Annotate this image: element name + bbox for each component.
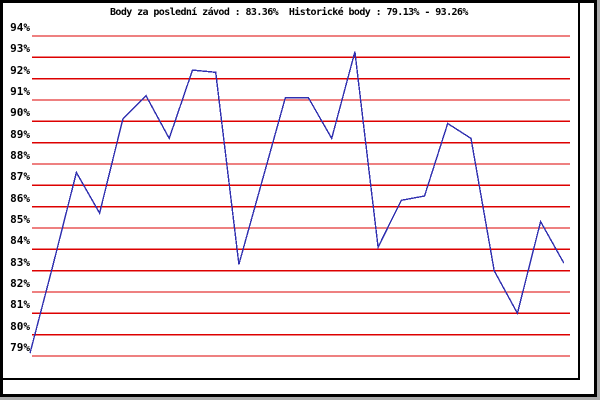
- y-axis-tick-label: 81%: [10, 298, 30, 312]
- y-axis-tick-label: 85%: [10, 212, 30, 226]
- y-axis-tick-label: 94%: [10, 21, 30, 34]
- y-axis-tick-label: 83%: [10, 255, 30, 269]
- y-axis-tick-label: 80%: [10, 319, 30, 333]
- y-axis-tick-label: 79%: [10, 340, 30, 354]
- plot-area-border: [3, 3, 580, 380]
- y-axis-tick-label: 89%: [10, 127, 30, 141]
- y-axis-tick-label: 93%: [10, 42, 30, 56]
- y-axis-tick-label: 84%: [10, 234, 30, 248]
- y-axis-tick-label: 82%: [10, 276, 30, 290]
- y-axis-tick-label: 90%: [10, 106, 30, 120]
- chart-title: Body za poslední závod : 83.36% Historic…: [110, 7, 468, 18]
- y-axis-tick-label: 86%: [10, 191, 30, 205]
- y-axis-tick-label: 87%: [10, 170, 30, 184]
- y-axis-tick-label: 88%: [10, 148, 30, 162]
- y-axis-tick-label: 92%: [10, 63, 30, 77]
- y-axis-tick-label: 91%: [10, 84, 30, 98]
